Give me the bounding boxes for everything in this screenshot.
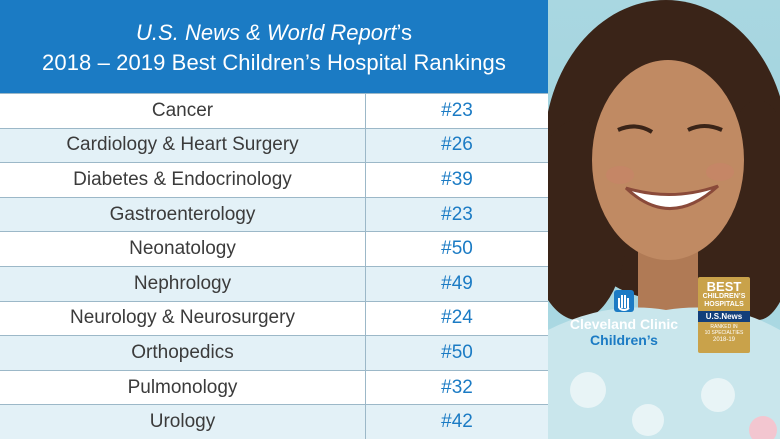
badge-brand: U.S.News [698,311,750,322]
specialty-name: Cardiology & Heart Surgery [0,128,366,163]
rankings-panel: U.S. News & World Report’s 2018 – 2019 B… [0,0,548,439]
header-publication-line: U.S. News & World Report’s [0,20,548,46]
specialty-rank: #42 [441,411,473,433]
specialty-rank: #39 [441,168,473,190]
specialty-rank: #49 [441,272,473,294]
child-photo: Cleveland Clinic Children’s BEST CHILDRE… [548,0,780,439]
specialty-name: Gastroenterology [0,197,366,232]
badge-line4: RANKED IN [710,324,738,330]
smiling-child-illustration [548,0,780,439]
badge-line1: BEST [706,279,742,294]
rankings-table: Cancer #23 Cardiology & Heart Surgery #26 Di… [0,93,548,439]
badge-line6: 2018-19 [712,337,736,343]
specialty-name: Neurology & Neurosurgery [0,301,366,336]
ranking-row: Diabetes & Endocrinology #39 [0,162,548,197]
logo-line2: Children’s [590,332,658,348]
publication-name: U.S. News & World Report [136,20,397,45]
specialty-rank: #50 [441,238,473,260]
badge-line3: HOSPITALS [704,301,744,308]
hand-icon [614,290,634,312]
specialty-rank: #32 [441,376,473,398]
ranking-row: Nephrology #49 [0,266,548,301]
ranking-row: Pulmonology #32 [0,369,548,405]
specialty-name: Cancer [0,94,366,128]
specialty-rank: #23 [441,203,473,225]
specialty-rank: #23 [441,99,473,121]
specialty-name: Pulmonology [0,370,366,405]
specialty-name: Nephrology [0,267,366,301]
specialty-rank: #26 [441,134,473,156]
ranking-row: Neurology & Neurosurgery #24 [0,300,548,336]
ranking-row: Cardiology & Heart Surgery #26 [0,127,548,163]
specialty-name: Neonatology [0,232,366,266]
ranking-row: Orthopedics #50 [0,335,548,370]
specialty-name: Orthopedics [0,336,366,370]
ranking-row: Neonatology #50 [0,231,548,266]
cleveland-clinic-childrens-logo: Cleveland Clinic Children’s [564,288,684,348]
badge-line2: CHILDREN’S [702,293,746,300]
ranking-row: Urology #42 [0,404,548,439]
publication-possessive: ’s [396,20,412,45]
badge-line5: 10 SPECIALTIES [704,330,744,336]
rankings-header: U.S. News & World Report’s 2018 – 2019 B… [0,0,548,93]
specialty-rank: #24 [441,307,473,329]
ranking-row: Gastroenterology #23 [0,196,548,232]
specialty-name: Urology [0,405,366,439]
header-title: 2018 – 2019 Best Children’s Hospital Ran… [42,50,506,75]
us-news-best-hospitals-badge: BEST CHILDREN’S HOSPITALS U.S.News RANKE… [698,277,750,353]
specialty-name: Diabetes & Endocrinology [0,163,366,197]
ranking-row: Cancer #23 [0,93,548,128]
logo-line1: Cleveland Clinic [569,316,679,332]
specialty-rank: #50 [441,341,473,363]
